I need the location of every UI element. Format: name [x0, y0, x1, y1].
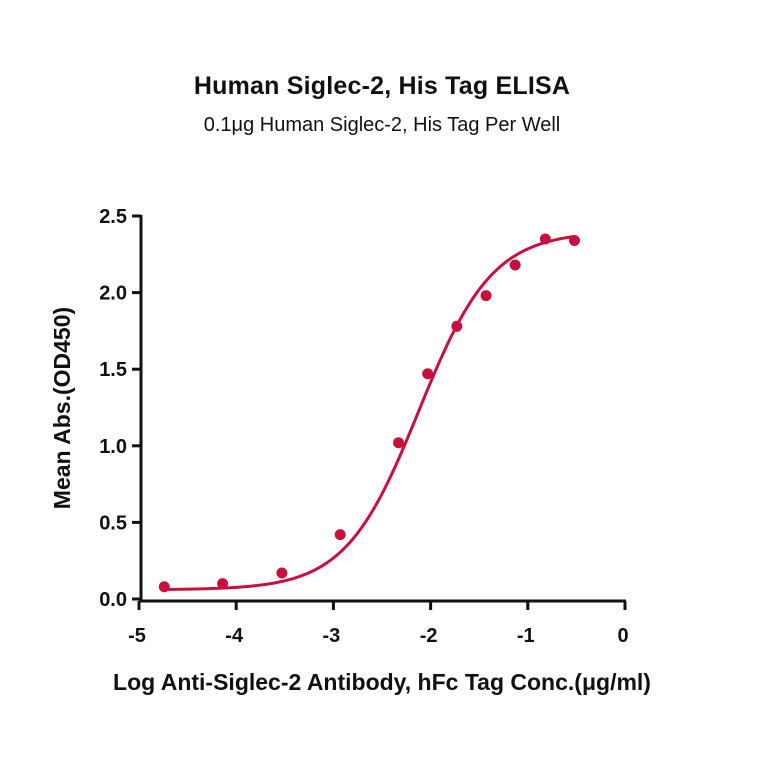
fit-curve — [164, 234, 575, 591]
data-point — [393, 437, 405, 449]
x-tick-label: -2 — [420, 625, 438, 647]
chart-title: Human Siglec-2, His Tag ELISA — [193, 72, 571, 100]
data-point — [509, 259, 521, 271]
x-tick-label: -4 — [225, 625, 244, 647]
x-tick-label: -3 — [323, 625, 341, 647]
y-tick-label: 1.5 — [99, 359, 127, 381]
data-point — [276, 567, 288, 579]
data-point — [539, 233, 551, 245]
data-point — [451, 320, 463, 332]
y-tick-label: 0.0 — [99, 589, 127, 611]
data-point — [480, 290, 492, 302]
data-point — [334, 529, 346, 541]
y-tick-label: 2.0 — [99, 283, 127, 305]
y-tick-label: 1.0 — [99, 436, 127, 458]
y-axis-title: Mean Abs.(OD450) — [49, 307, 75, 509]
data-point — [422, 368, 434, 380]
data-points — [158, 233, 580, 593]
sigmoid-fit-line — [164, 234, 575, 591]
y-tick-label: 0.5 — [99, 512, 127, 534]
data-point — [217, 578, 229, 590]
data-point — [568, 235, 580, 247]
y-tick-label: 2.5 — [99, 206, 127, 228]
x-axis-title: Log Anti-Siglec-2 Antibody, hFc Tag Conc… — [113, 669, 651, 695]
chart-subtitle: 0.1μg Human Siglec-2, His Tag Per Well — [203, 114, 561, 136]
data-point — [158, 581, 170, 593]
x-tick-label: -1 — [517, 625, 535, 647]
x-tick-label: 0 — [617, 625, 628, 647]
axes: 0.0 0.5 1.0 1.5 2.0 2.5 -5 -4 -3 -2 -1 0 — [99, 206, 628, 647]
x-tick-label: -5 — [128, 625, 146, 647]
